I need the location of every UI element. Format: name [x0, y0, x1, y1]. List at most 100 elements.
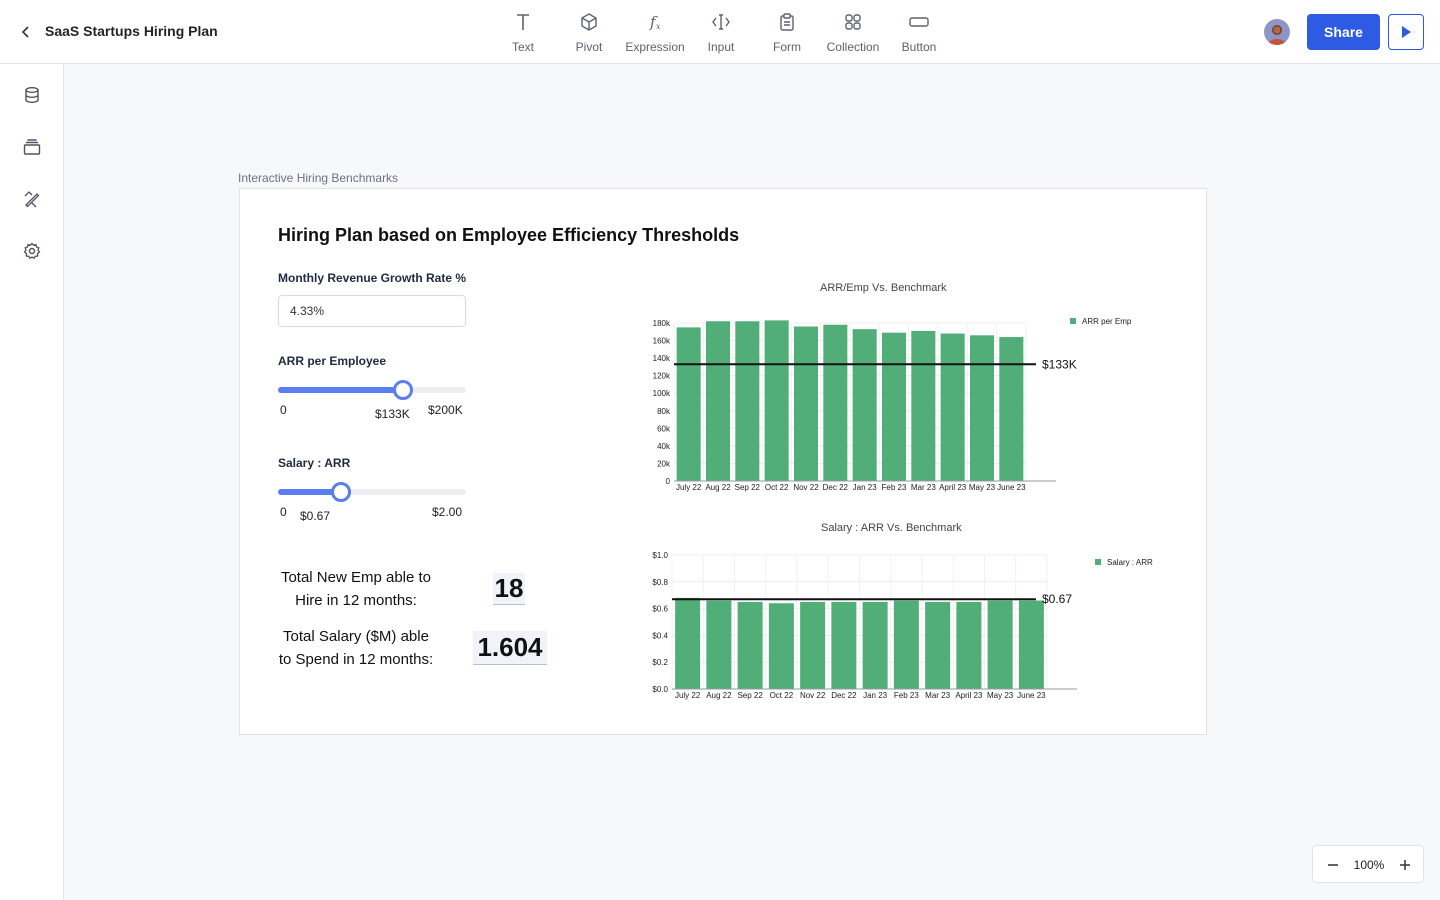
- y-tick-label: $0.4: [652, 631, 668, 640]
- zoom-in-button[interactable]: [1395, 855, 1415, 875]
- salary-arr-slider[interactable]: [278, 482, 466, 502]
- legend-label: ARR per Emp: [1082, 317, 1132, 326]
- user-avatar[interactable]: [1264, 19, 1290, 45]
- bar: [940, 333, 965, 481]
- bar: [1018, 600, 1044, 689]
- cube-icon: [581, 13, 597, 31]
- gear-icon: [23, 242, 41, 260]
- new-emp-value: 18: [493, 573, 525, 605]
- x-tick-label: Jan 23: [863, 691, 888, 700]
- tool-input[interactable]: Input: [688, 8, 754, 56]
- new-emp-label-line1: Total New Emp able to: [280, 569, 432, 586]
- share-button[interactable]: Share: [1307, 14, 1380, 50]
- clipboard-icon: [780, 13, 794, 31]
- y-tick-label: 180k: [653, 319, 671, 328]
- tool-label: Form: [773, 40, 801, 54]
- new-emp-label: Total New Emp able to Hire in 12 months:: [260, 566, 452, 612]
- arr-slider-label: ARR per Employee: [278, 354, 387, 368]
- text-icon: [517, 14, 529, 30]
- bar: [987, 600, 1013, 689]
- y-tick-label: 160k: [653, 337, 671, 346]
- x-tick-label: Mar 23: [925, 691, 950, 700]
- y-tick-label: 80k: [657, 407, 671, 416]
- bar: [706, 600, 732, 689]
- sidebar-item-design[interactable]: [20, 187, 44, 211]
- zoom-out-button[interactable]: [1323, 855, 1343, 875]
- legend-label: Salary : ARR: [1107, 558, 1153, 567]
- salary-slider-label: Salary : ARR: [278, 456, 351, 470]
- bar: [735, 321, 760, 481]
- x-tick-label: June 23: [997, 483, 1026, 492]
- bar: [705, 321, 731, 481]
- x-tick-label: Nov 22: [800, 691, 826, 700]
- bar: [675, 597, 701, 689]
- slider-thumb[interactable]: [330, 482, 351, 502]
- bar: [800, 601, 826, 689]
- database-icon: [25, 87, 39, 104]
- layers-icon: [23, 139, 41, 155]
- total-salary-value: 1.604: [473, 631, 547, 665]
- legend-swatch: [1095, 559, 1101, 565]
- tool-collection[interactable]: Collection: [820, 8, 886, 56]
- slider-thumb[interactable]: [393, 380, 414, 400]
- tool-button[interactable]: Button: [886, 8, 952, 56]
- slider-fill: [278, 489, 341, 495]
- x-tick-label: Dec 22: [831, 691, 857, 700]
- benchmark-label: $133K: [1042, 357, 1077, 371]
- arr-chart-title: ARR/Emp Vs. Benchmark: [820, 282, 947, 294]
- benchmark-label: $0.67: [1042, 592, 1072, 606]
- arr-value-label: $133K: [375, 407, 410, 421]
- bar: [956, 601, 982, 689]
- x-tick-label: July 22: [675, 691, 701, 700]
- tool-text[interactable]: Text: [490, 8, 556, 56]
- bar: [823, 324, 848, 481]
- x-tick-label: July 22: [676, 483, 702, 492]
- tool-pivot[interactable]: Pivot: [556, 8, 622, 56]
- bar: [893, 600, 919, 689]
- bar: [881, 332, 907, 481]
- x-tick-label: June 23: [1017, 691, 1046, 700]
- x-tick-label: Dec 22: [823, 483, 849, 492]
- zoom-control: 100%: [1312, 845, 1424, 883]
- bar: [793, 326, 819, 481]
- x-tick-label: Sep 22: [737, 691, 763, 700]
- y-tick-label: 140k: [653, 354, 671, 363]
- growth-rate-input[interactable]: [278, 295, 466, 327]
- bar: [831, 601, 857, 689]
- back-chevron-icon[interactable]: [16, 22, 36, 42]
- card-title: Hiring Plan based on Employee Efficiency…: [278, 225, 740, 245]
- x-tick-label: Jan 23: [853, 483, 878, 492]
- salary-min-label: 0: [280, 505, 287, 519]
- bar: [764, 320, 789, 481]
- sidebar-item-settings[interactable]: [20, 239, 44, 263]
- y-tick-label: 60k: [657, 424, 671, 433]
- arr-per-employee-slider[interactable]: [278, 380, 466, 400]
- sidebar-item-layers[interactable]: [20, 135, 44, 159]
- bar: [911, 330, 936, 481]
- sidebar-item-database[interactable]: [20, 83, 44, 107]
- tool-label: Pivot: [575, 40, 603, 54]
- arr-min-label: 0: [280, 403, 287, 417]
- y-tick-label: 100k: [653, 389, 671, 398]
- bar: [862, 601, 888, 689]
- svg-text:f: f: [649, 13, 658, 31]
- design-tools-icon: [24, 191, 40, 208]
- x-tick-label: Feb 23: [894, 691, 919, 700]
- salary-value-label: $0.67: [300, 509, 331, 523]
- slider-fill: [278, 387, 404, 393]
- tool-label: Input: [707, 40, 735, 54]
- preview-play-button[interactable]: [1388, 14, 1424, 50]
- y-tick-label: 40k: [657, 442, 671, 451]
- bar: [969, 335, 995, 481]
- legend-swatch: [1070, 318, 1076, 324]
- tool-form[interactable]: Form: [754, 8, 820, 56]
- bar: [999, 337, 1024, 481]
- bar: [737, 601, 763, 689]
- tool-label: Button: [901, 40, 937, 54]
- frame-label: Interactive Hiring Benchmarks: [238, 171, 399, 185]
- x-tick-label: May 23: [987, 691, 1014, 700]
- total-salary-label: Total Salary ($M) able to Spend in 12 mo…: [260, 625, 452, 671]
- growth-rate-label: Monthly Revenue Growth Rate %: [278, 271, 467, 285]
